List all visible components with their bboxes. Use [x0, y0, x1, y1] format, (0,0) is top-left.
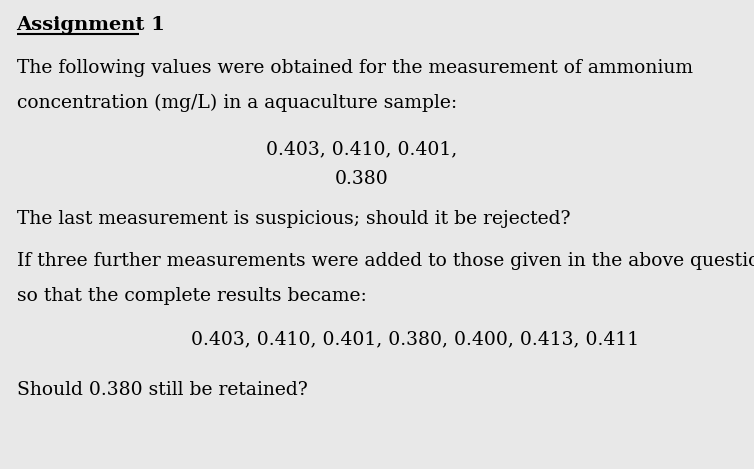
Text: 0.403, 0.410, 0.401, 0.380, 0.400, 0.413, 0.411: 0.403, 0.410, 0.401, 0.380, 0.400, 0.413…	[191, 331, 639, 348]
Text: The following values were obtained for the measurement of ammonium: The following values were obtained for t…	[17, 59, 693, 76]
Text: 0.403, 0.410, 0.401,: 0.403, 0.410, 0.401,	[266, 141, 458, 159]
Text: concentration (mg/L) in a aquaculture sample:: concentration (mg/L) in a aquaculture sa…	[17, 94, 457, 112]
Text: so that the complete results became:: so that the complete results became:	[17, 287, 366, 305]
Text: 0.380: 0.380	[335, 170, 389, 188]
Text: Assignment 1: Assignment 1	[17, 16, 165, 34]
Text: Should 0.380 still be retained?: Should 0.380 still be retained?	[17, 381, 308, 399]
Text: The last measurement is suspicious; should it be rejected?: The last measurement is suspicious; shou…	[17, 210, 570, 227]
Text: If three further measurements were added to those given in the above question: If three further measurements were added…	[17, 252, 754, 270]
